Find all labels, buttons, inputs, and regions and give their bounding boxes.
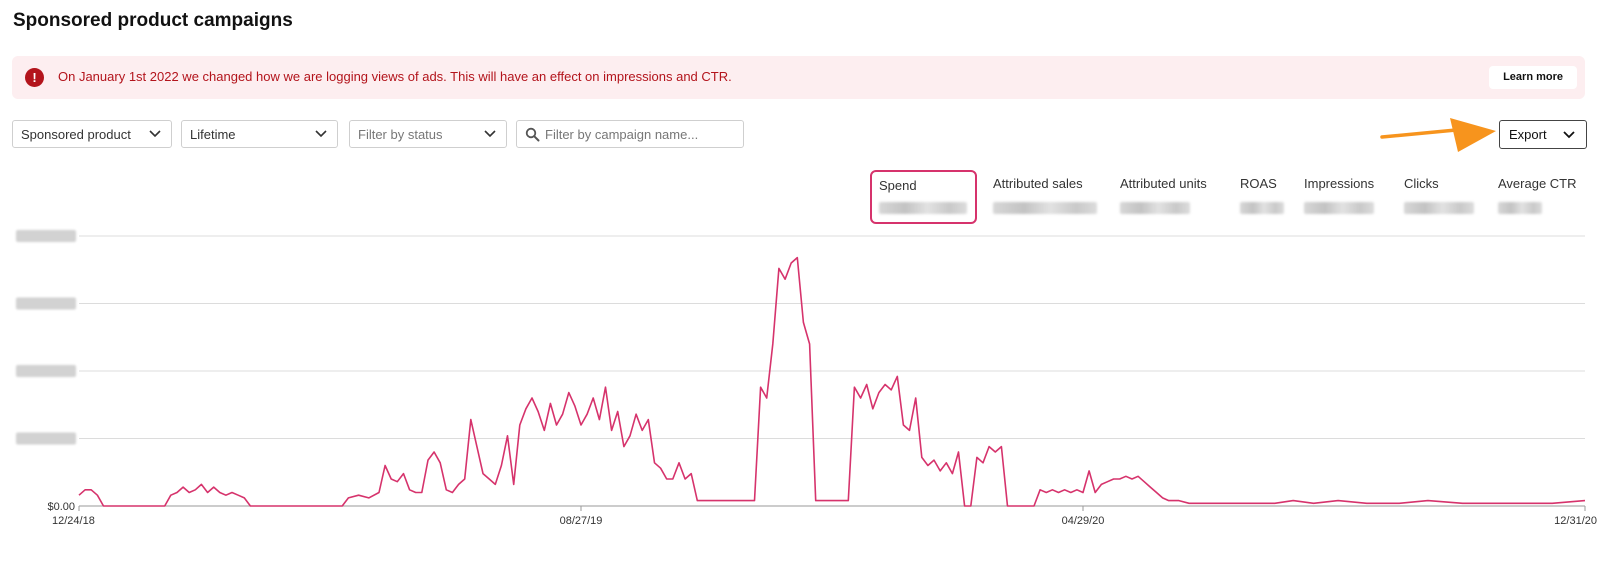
metric-roas[interactable]: ROAS [1240,176,1284,214]
y-tick-label-redacted [16,365,76,377]
export-button[interactable]: Export [1499,120,1587,149]
metric-average-ctr[interactable]: Average CTR [1498,176,1577,214]
metric-value-redacted [1404,202,1474,214]
spend-line-chart: $0.00 12/24/18 08/27/19 04/29/20 12/31/20 [16,230,1597,527]
campaign-type-dropdown[interactable]: Sponsored product [12,120,172,148]
x-tick-label: 12/31/20 [1554,515,1597,527]
metric-value-redacted [1304,202,1374,214]
status-filter-dropdown[interactable]: Filter by status [349,120,507,148]
campaign-type-value: Sponsored product [21,127,131,142]
y-tick-label-redacted [16,230,76,242]
x-tick-label: 12/24/18 [52,515,95,527]
metric-impressions[interactable]: Impressions [1304,176,1374,214]
metric-label: Average CTR [1498,176,1577,191]
status-filter-placeholder: Filter by status [358,127,443,142]
metric-label: Attributed units [1120,176,1207,191]
date-range-dropdown[interactable]: Lifetime [181,120,338,148]
metric-value-redacted [993,202,1097,214]
metric-label: Attributed sales [993,176,1083,191]
campaign-search-input[interactable] [545,124,735,144]
info-alert: ! On January 1st 2022 we changed how we … [12,56,1585,99]
metric-label: ROAS [1240,176,1277,191]
export-label: Export [1509,127,1547,142]
chevron-down-icon [149,130,161,138]
metric-value-redacted [1240,202,1284,214]
metric-clicks[interactable]: Clicks [1404,176,1474,214]
campaign-search [516,120,744,148]
exclamation-icon: ! [25,68,44,87]
search-icon [525,127,540,142]
metric-label: Spend [879,178,917,193]
chevron-down-icon [484,130,496,138]
metric-label: Impressions [1304,176,1375,191]
metric-label: Clicks [1404,176,1439,191]
metric-attributed-units[interactable]: Attributed units [1120,176,1207,214]
chevron-down-icon [1563,131,1575,139]
metric-value-redacted [879,202,967,214]
learn-more-button[interactable]: Learn more [1489,66,1577,89]
date-range-value: Lifetime [190,127,236,142]
alert-message: On January 1st 2022 we changed how we ar… [58,69,732,84]
x-tick-label: 04/29/20 [1062,515,1105,527]
y-tick-label-redacted [16,432,76,445]
metric-value-redacted [1498,202,1542,214]
orange-arrow-annotation [1380,118,1496,152]
metric-spend[interactable]: Spend [870,170,977,224]
metric-attributed-sales[interactable]: Attributed sales [993,176,1097,214]
y-tick-label-redacted [16,297,76,310]
spend-series-line [78,256,1586,507]
chevron-down-icon [315,130,327,138]
metric-value-redacted [1120,202,1190,214]
x-tick-label: 08/27/19 [560,515,603,527]
page-title: Sponsored product campaigns [13,10,293,31]
y-tick-label: $0.00 [47,501,75,513]
